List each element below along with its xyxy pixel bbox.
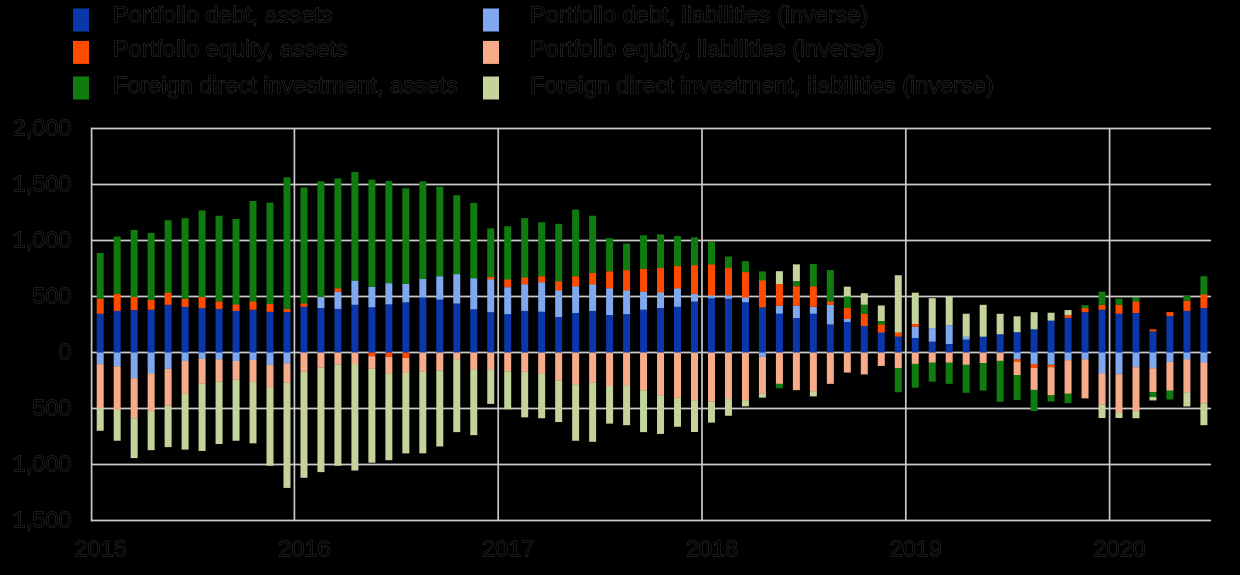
svg-text:2016: 2016 <box>278 536 330 562</box>
svg-text:0: 0 <box>58 339 71 365</box>
svg-text:2020: 2020 <box>1093 536 1145 562</box>
svg-text:1,500: 1,500 <box>13 171 72 197</box>
svg-text:1,000: 1,000 <box>13 227 72 253</box>
svg-text:Portfolio debt, liabilities (i: Portfolio debt, liabilities (inverse) <box>530 2 868 28</box>
svg-text:Portfolio debt, assets: Portfolio debt, assets <box>113 2 332 28</box>
svg-text:Portfolio equity, assets: Portfolio equity, assets <box>113 36 348 62</box>
svg-text:Foreign direct investment, lia: Foreign direct investment, liabilities (… <box>530 72 994 98</box>
svg-text:2018: 2018 <box>686 536 738 562</box>
svg-text:500: 500 <box>32 283 71 309</box>
svg-text:500: 500 <box>32 395 71 421</box>
svg-text:Foreign direct investment, ass: Foreign direct investment, assets <box>113 72 458 98</box>
svg-text:2017: 2017 <box>482 536 534 562</box>
svg-text:1,500: 1,500 <box>13 507 72 533</box>
svg-text:2,000: 2,000 <box>13 115 72 141</box>
svg-text:2019: 2019 <box>890 536 942 562</box>
svg-text:2015: 2015 <box>74 536 126 562</box>
svg-text:1,000: 1,000 <box>13 451 72 477</box>
svg-text:Portfolio equity, liabilities: Portfolio equity, liabilities (inverse) <box>530 36 884 62</box>
